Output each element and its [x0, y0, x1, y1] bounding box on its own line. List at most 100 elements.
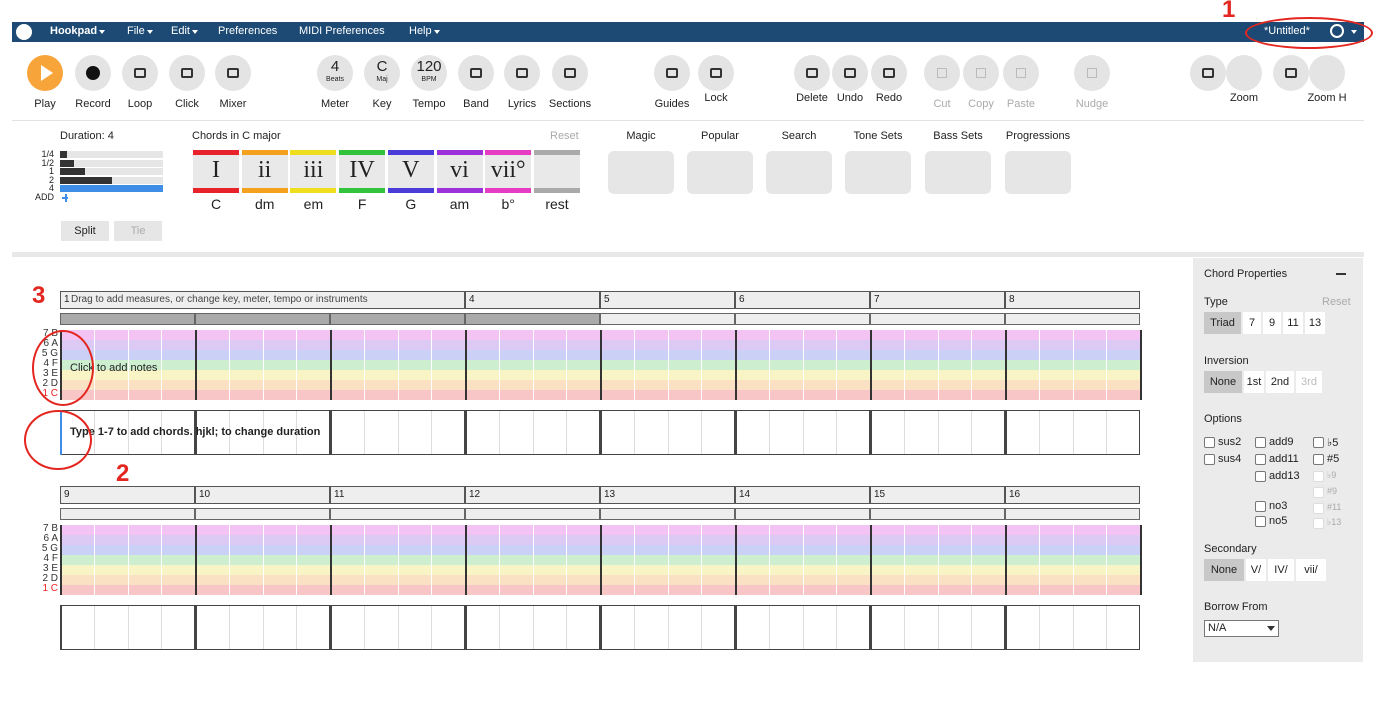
option-button[interactable]: 11	[1283, 312, 1303, 334]
tab-icon[interactable]	[1005, 151, 1071, 194]
chord-button[interactable]: vi	[436, 150, 483, 193]
toolbar-button[interactable]	[552, 55, 588, 91]
chords-reset[interactable]: Reset	[550, 130, 579, 142]
chord-button[interactable]: IV	[339, 150, 386, 193]
option-button[interactable]: None	[1204, 559, 1244, 581]
chord-button[interactable]: ii	[241, 150, 288, 193]
toolbar-button[interactable]	[1190, 55, 1226, 91]
measure-header[interactable]: 10	[195, 486, 330, 504]
option-button[interactable]: 13	[1305, 312, 1325, 334]
chord-track[interactable]	[330, 410, 465, 455]
chord-track[interactable]	[870, 605, 1005, 650]
chord-track[interactable]	[1005, 410, 1140, 455]
checkbox[interactable]	[1255, 516, 1266, 527]
menu-item[interactable]: File	[127, 25, 145, 37]
option-button[interactable]: 1st	[1244, 371, 1264, 393]
prop-reset[interactable]: Reset	[1322, 296, 1351, 308]
tab-icon[interactable]	[608, 151, 674, 194]
checkbox[interactable]	[1313, 487, 1324, 498]
option-button[interactable]: vii/	[1296, 559, 1326, 581]
toolbar-button[interactable]	[924, 55, 960, 91]
toolbar-button[interactable]	[1226, 55, 1262, 91]
option-button[interactable]: Triad	[1204, 312, 1241, 334]
menu-item[interactable]: Hookpad	[50, 25, 98, 37]
duration-button[interactable]: Tie	[114, 221, 162, 241]
measure-header[interactable]: 12	[465, 486, 600, 504]
toolbar-button[interactable]	[27, 55, 63, 91]
chord-track[interactable]	[330, 605, 465, 650]
option-button[interactable]: IV/	[1268, 559, 1294, 581]
checkbox[interactable]	[1255, 471, 1266, 482]
toolbar-button[interactable]	[963, 55, 999, 91]
duration-bar[interactable]	[60, 168, 85, 175]
duration-bar[interactable]	[60, 159, 74, 167]
tab-label[interactable]: Magic	[626, 130, 656, 142]
toolbar-button[interactable]: 4 Beats	[317, 55, 353, 91]
menu-item[interactable]: Preferences	[218, 25, 278, 37]
chord-button[interactable]: I	[193, 150, 239, 193]
toolbar-button[interactable]	[871, 55, 907, 91]
tab-icon[interactable]	[845, 151, 911, 194]
toolbar-button[interactable]	[169, 55, 205, 91]
tab-label[interactable]: Progressions	[1005, 130, 1071, 142]
toolbar-button[interactable]	[1003, 55, 1039, 91]
checkbox[interactable]	[1204, 437, 1215, 448]
checkbox[interactable]	[1255, 501, 1266, 512]
duration-bar[interactable]	[60, 176, 112, 184]
measure-header[interactable]: 13	[600, 486, 735, 504]
tab-label[interactable]: Popular	[701, 130, 739, 142]
toolbar-button[interactable]	[122, 55, 158, 91]
add-icon[interactable]	[60, 193, 68, 202]
tab-label[interactable]: Tone Sets	[853, 130, 903, 142]
chord-button[interactable]: vii°	[485, 150, 532, 193]
chord-track[interactable]	[870, 410, 1005, 455]
measure-header[interactable]: 6	[735, 291, 870, 309]
menu-item[interactable]: MIDI Preferences	[299, 25, 385, 37]
measure-header[interactable]: 4	[465, 291, 600, 309]
toolbar-button[interactable]	[1273, 55, 1309, 91]
duration-bar[interactable]	[60, 185, 163, 192]
chord-track[interactable]	[195, 605, 330, 650]
measure-header[interactable]: 14	[735, 486, 870, 504]
toolbar-button[interactable]	[832, 55, 868, 91]
toolbar-button[interactable]	[1074, 55, 1110, 91]
measure-header[interactable]: 9	[60, 486, 195, 504]
measure-header[interactable]: 5	[600, 291, 735, 309]
menu-item[interactable]: Help	[409, 25, 432, 37]
toolbar-button[interactable]	[215, 55, 251, 91]
chord-track[interactable]	[600, 605, 735, 650]
measure-header[interactable]: 7	[870, 291, 1005, 309]
chord-button[interactable]	[534, 150, 580, 193]
tab-icon[interactable]	[766, 151, 832, 194]
toolbar-button[interactable]	[504, 55, 540, 91]
measure-header[interactable]: 16	[1005, 486, 1140, 504]
checkbox[interactable]	[1204, 454, 1215, 465]
chord-button[interactable]: V	[387, 150, 434, 193]
tab-icon[interactable]	[687, 151, 753, 194]
option-button[interactable]: 2nd	[1266, 371, 1294, 393]
duration-button[interactable]: Split	[61, 221, 109, 241]
chord-track[interactable]	[600, 410, 735, 455]
option-button[interactable]: None	[1204, 371, 1242, 393]
option-button[interactable]: V/	[1246, 559, 1266, 581]
checkbox[interactable]	[1313, 503, 1324, 514]
measure-header[interactable]: 8	[1005, 291, 1140, 309]
chord-track[interactable]	[1005, 605, 1140, 650]
chord-track[interactable]	[195, 410, 330, 455]
checkbox[interactable]	[1313, 471, 1324, 482]
checkbox[interactable]	[1255, 454, 1266, 465]
chord-track[interactable]	[735, 605, 870, 650]
toolbar-button[interactable]: 120 BPM	[411, 55, 447, 91]
toolbar-button[interactable]	[75, 55, 111, 91]
checkbox[interactable]	[1313, 454, 1324, 465]
toolbar-button[interactable]	[458, 55, 494, 91]
tab-label[interactable]: Bass Sets	[933, 130, 983, 142]
borrow-select[interactable]: N/A	[1204, 620, 1279, 637]
toolbar-button[interactable]	[654, 55, 690, 91]
measure-header[interactable]: 15	[870, 486, 1005, 504]
toolbar-button[interactable]	[1309, 55, 1345, 91]
toolbar-button[interactable]: C Maj	[364, 55, 400, 91]
tab-icon[interactable]	[925, 151, 991, 194]
chord-track[interactable]	[735, 410, 870, 455]
measure-header[interactable]: 11	[330, 486, 465, 504]
